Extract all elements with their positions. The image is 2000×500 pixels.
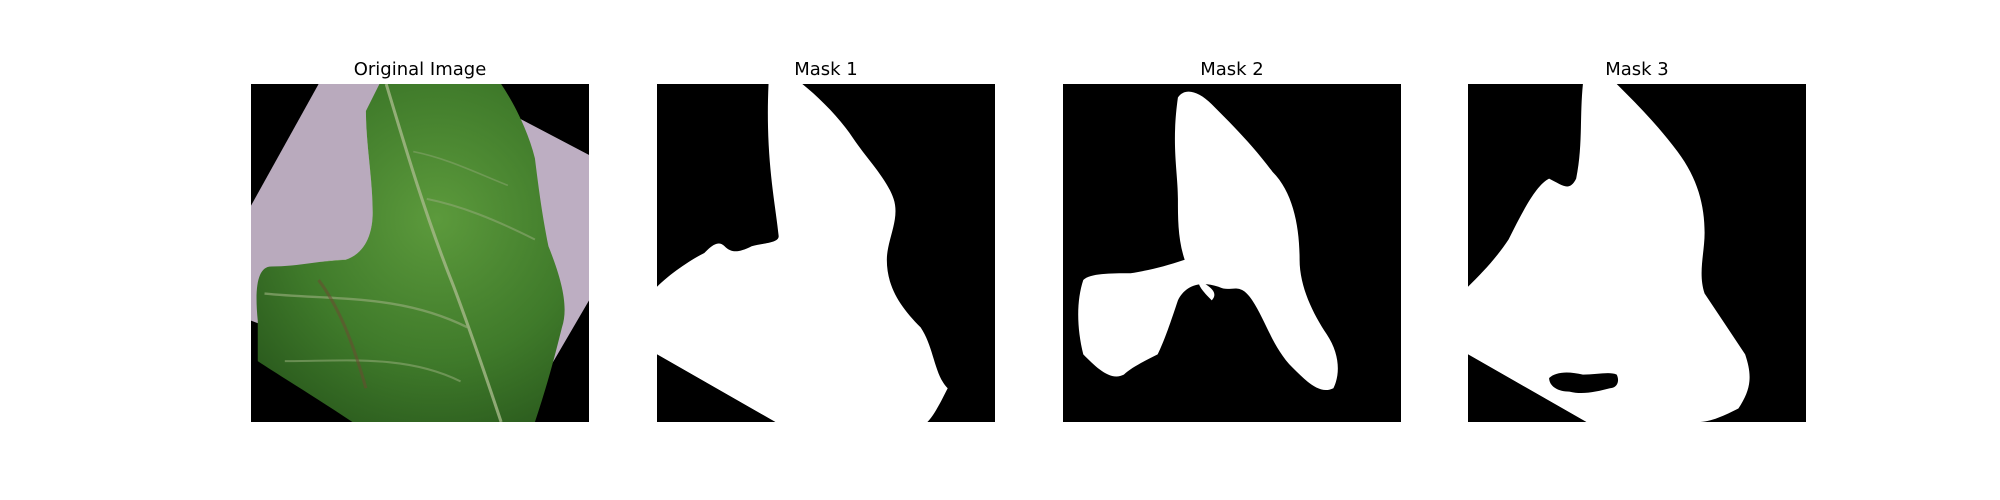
mask-2-panel: Mask 2 [1063, 0, 1401, 500]
panel-title-mask-3: Mask 3 [1605, 59, 1669, 80]
panel-title-mask-1: Mask 1 [794, 59, 858, 80]
mask-1-image [657, 84, 995, 422]
mask-1-panel: Mask 1 [657, 0, 995, 500]
mask-3-image [1468, 84, 1806, 422]
mask-3-panel: Mask 3 [1468, 0, 1806, 500]
mask-2-image [1063, 84, 1401, 422]
original-leaf-image [251, 84, 589, 422]
original-image-panel: Original Image [251, 0, 589, 500]
panel-title-original-image: Original Image [353, 59, 487, 80]
panel-title-mask-2: Mask 2 [1200, 59, 1264, 80]
